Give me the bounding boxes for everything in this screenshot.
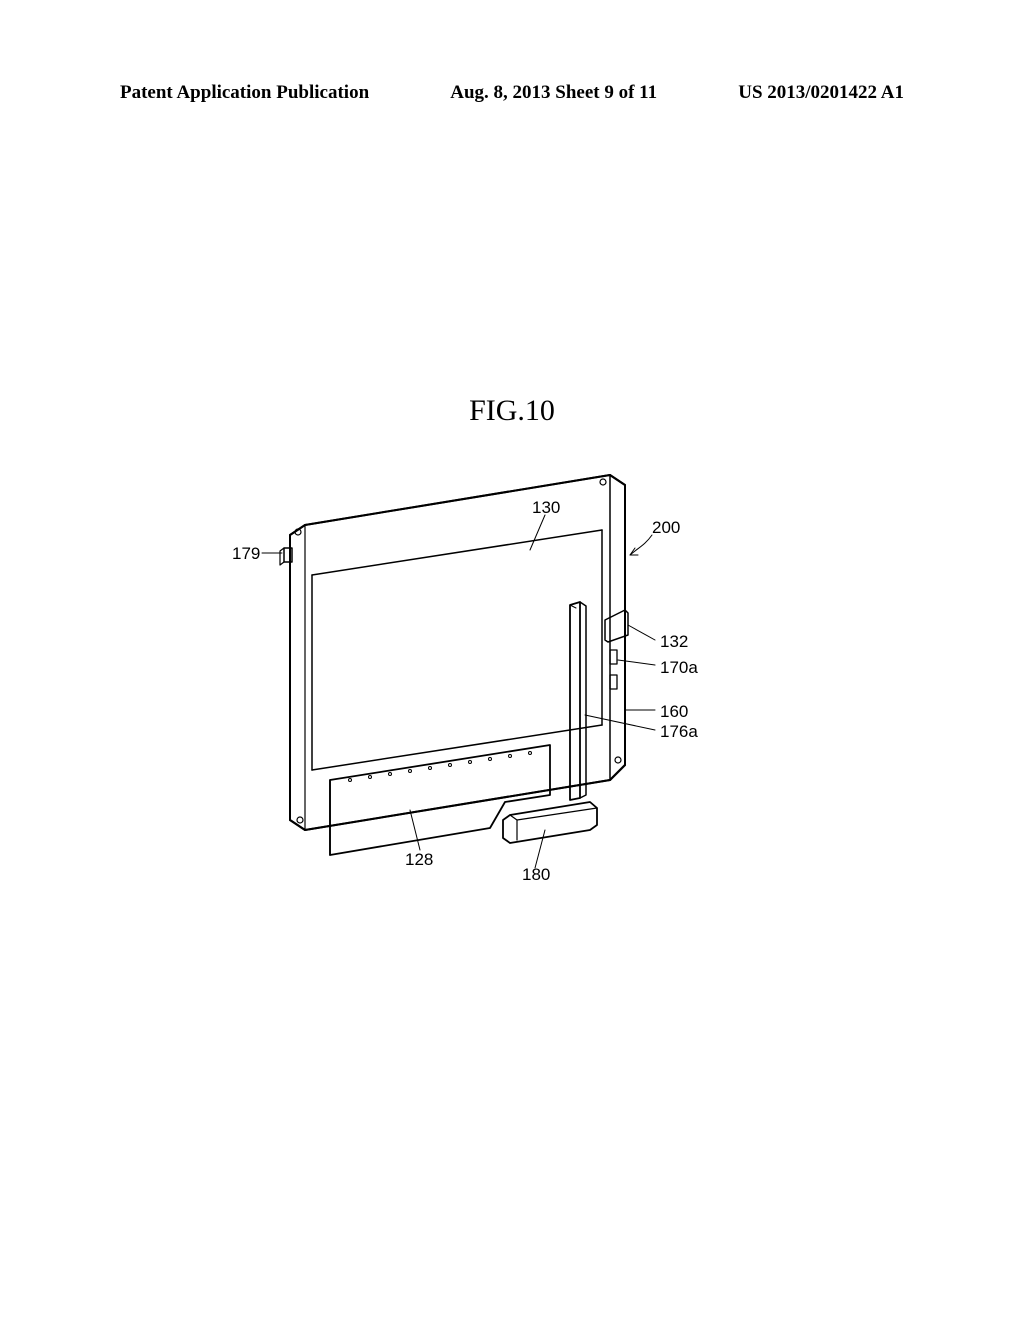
label-176a: 176a — [660, 722, 698, 742]
patent-figure: 179 130 200 132 170a 160 176a 128 180 — [230, 460, 760, 890]
label-180: 180 — [522, 865, 550, 885]
label-170a: 170a — [660, 658, 698, 678]
label-200: 200 — [652, 518, 680, 538]
figure-title: FIG.10 — [0, 394, 1024, 428]
label-160: 160 — [660, 702, 688, 722]
publication-type: Patent Application Publication — [120, 82, 369, 104]
date-sheet: Aug. 8, 2013 Sheet 9 of 11 — [450, 82, 657, 104]
label-132: 132 — [660, 632, 688, 652]
label-128: 128 — [405, 850, 433, 870]
label-179: 179 — [232, 544, 260, 564]
publication-number: US 2013/0201422 A1 — [738, 82, 904, 104]
label-130: 130 — [532, 498, 560, 518]
page-header: Patent Application Publication Aug. 8, 2… — [0, 82, 1024, 104]
